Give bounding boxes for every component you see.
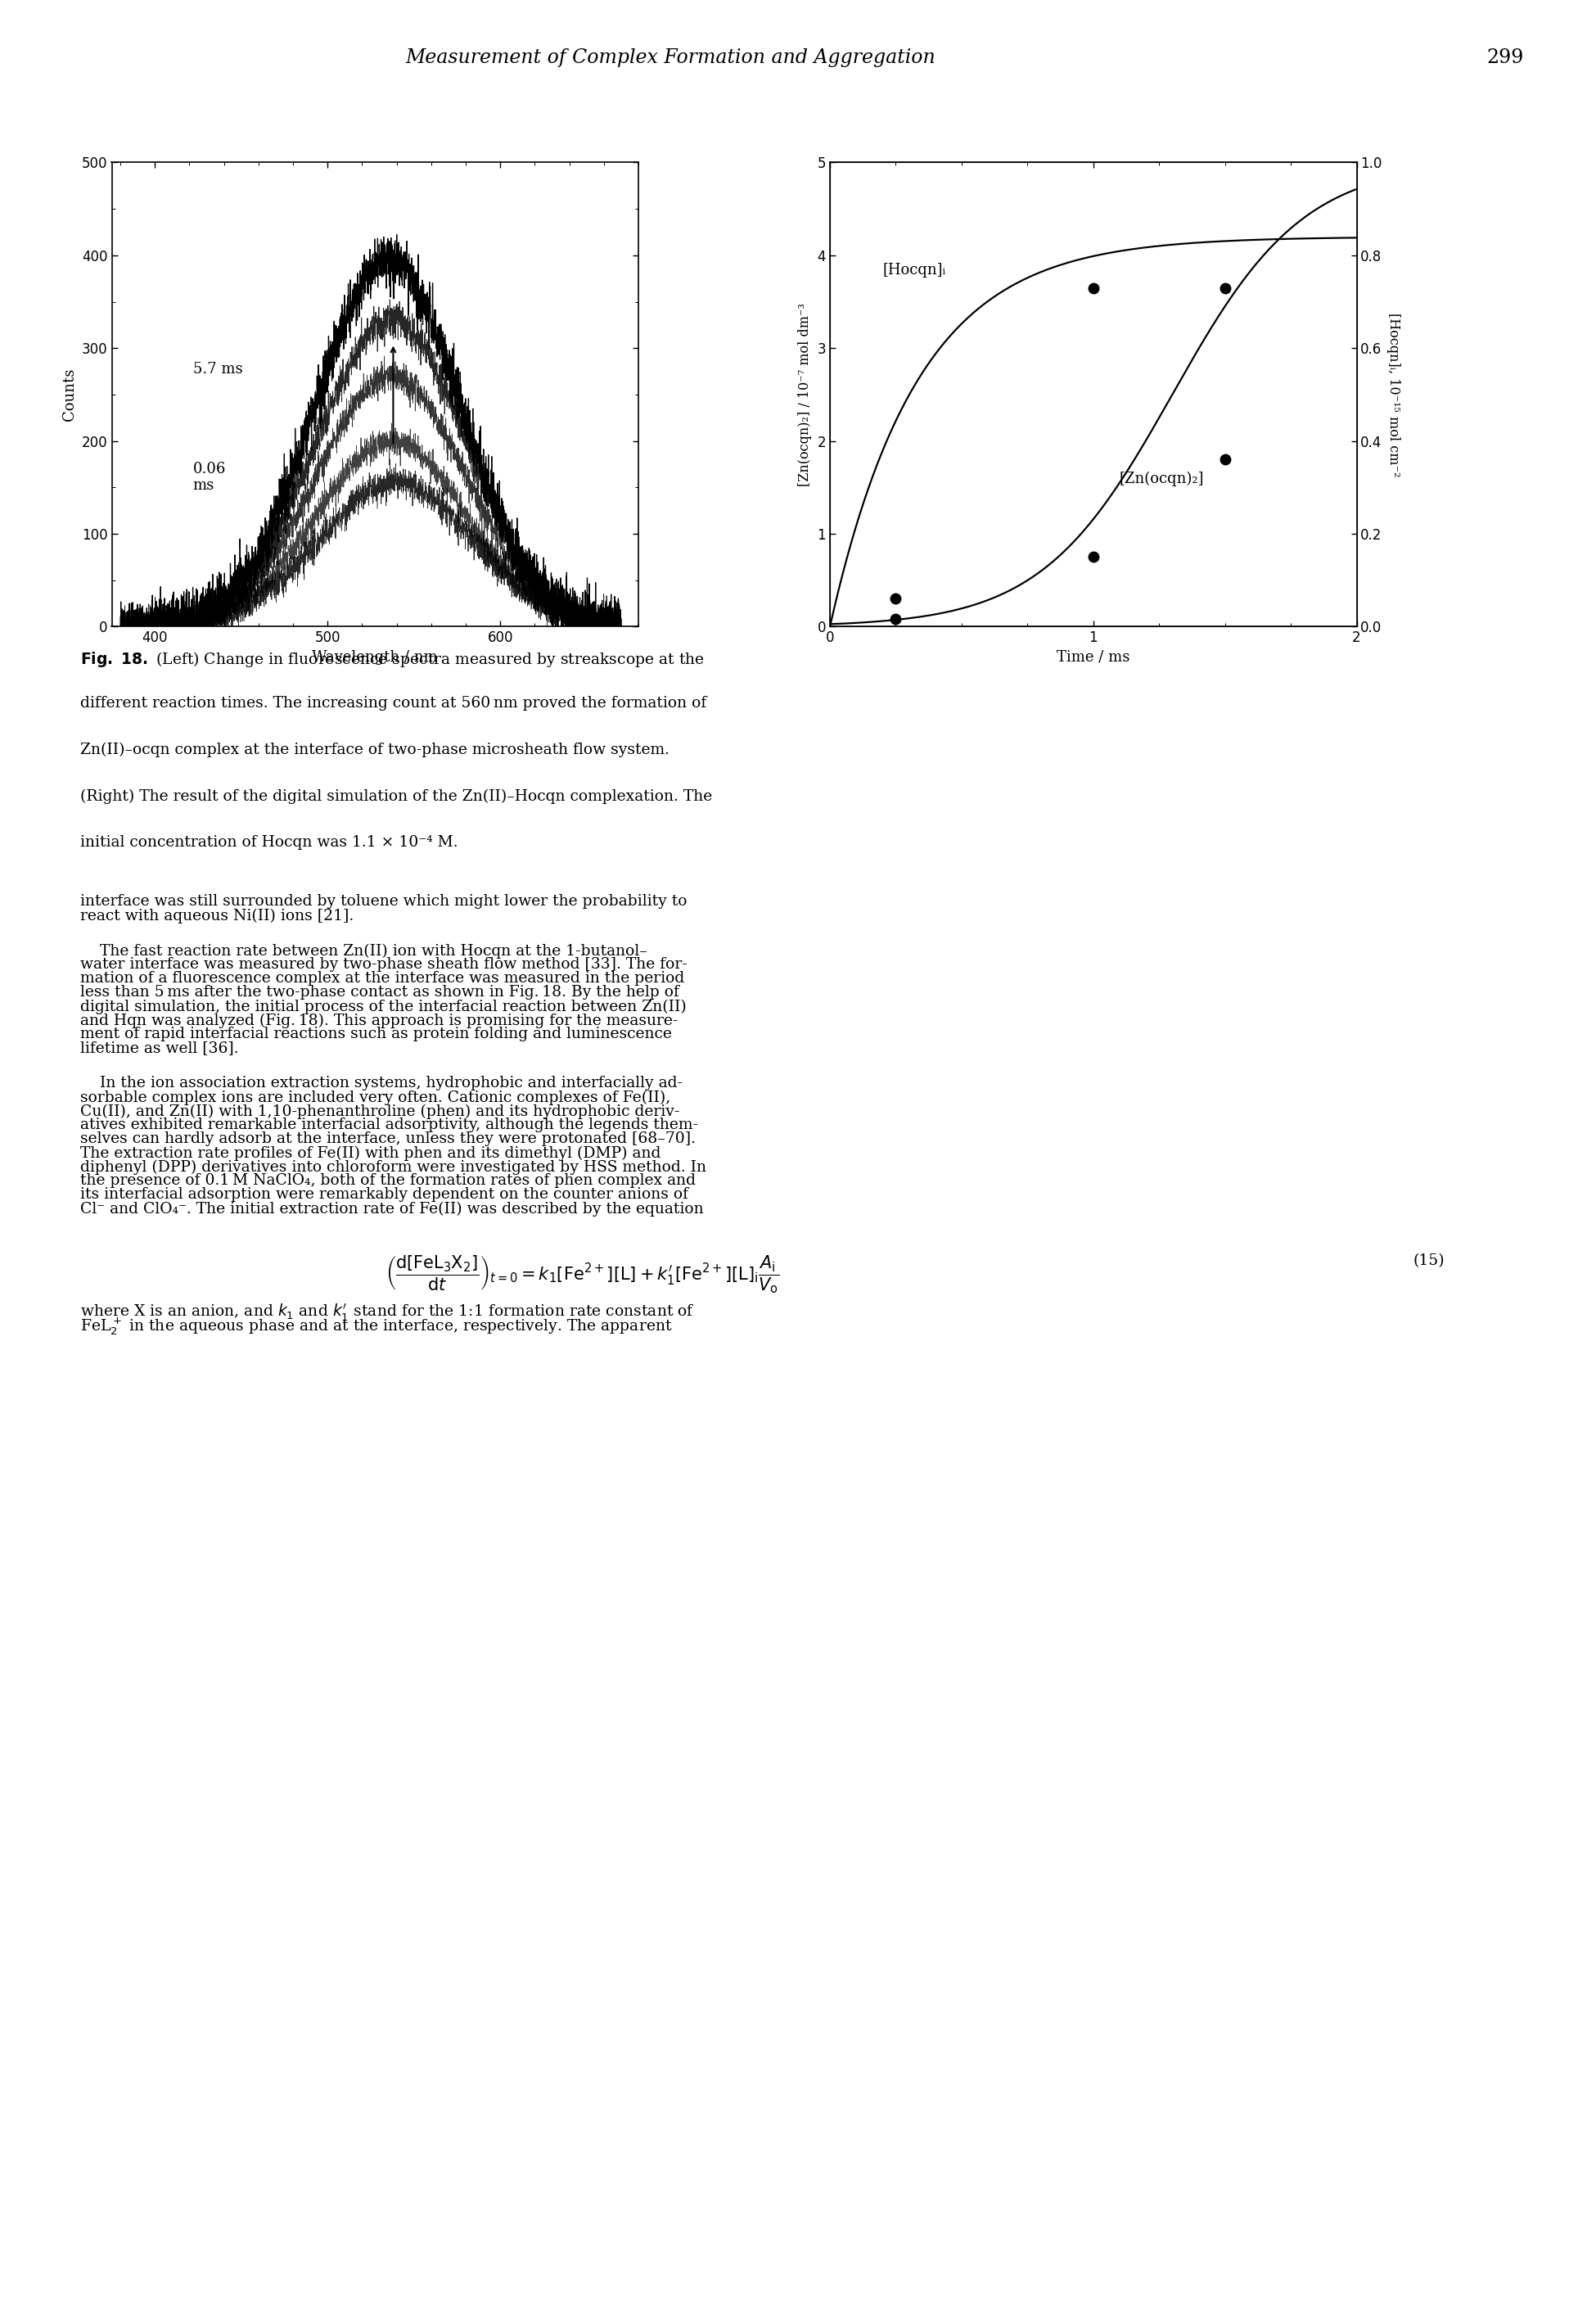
Text: where X is an anion, and $k_1$ and $k_1'$ stand for the 1:1 formation rate const: where X is an anion, and $k_1$ and $k_1'… [80,1302,694,1323]
X-axis label: Wavelength / nm: Wavelength / nm [313,650,437,664]
Text: atives exhibited remarkable interfacial adsorptivity, although the legends them-: atives exhibited remarkable interfacial … [80,1119,697,1133]
Text: mation of a fluorescence complex at the interface was measured in the period: mation of a fluorescence complex at the … [80,972,685,986]
Text: 0.06
ms: 0.06 ms [193,462,227,492]
Text: diphenyl (DPP) derivatives into chloroform were investigated by HSS method. In: diphenyl (DPP) derivatives into chlorofo… [80,1160,705,1174]
Text: The fast reaction rate between Zn(II) ion with Hocqn at the 1-butanol–: The fast reaction rate between Zn(II) io… [80,945,646,959]
Text: Cl⁻ and ClO₄⁻. The initial extraction rate of Fe(II) was described by the equati: Cl⁻ and ClO₄⁻. The initial extraction ra… [80,1202,704,1216]
Text: sorbable complex ions are included very often. Cationic complexes of Fe(II),: sorbable complex ions are included very … [80,1091,670,1105]
Text: ment of rapid interfacial reactions such as protein folding and luminescence: ment of rapid interfacial reactions such… [80,1026,672,1042]
Text: water interface was measured by two-phase sheath flow method [33]. The for-: water interface was measured by two-phas… [80,959,686,972]
Text: FeL$_2^+$ in the aqueous phase and at the interface, respectively. The apparent: FeL$_2^+$ in the aqueous phase and at th… [80,1316,672,1337]
Text: $\left(\dfrac{\mathrm{d[FeL_3X_2]}}{\mathrm{d}t}\right)_{t=0}= k_1[\mathrm{Fe^{2: $\left(\dfrac{\mathrm{d[FeL_3X_2]}}{\mat… [386,1253,779,1295]
Text: Measurement of Complex Formation and Aggregation: Measurement of Complex Formation and Agg… [405,49,935,67]
X-axis label: Time / ms: Time / ms [1057,650,1130,664]
Text: 5.7 ms: 5.7 ms [193,362,243,376]
Text: [Zn(ocqn)₂]: [Zn(ocqn)₂] [1120,471,1205,485]
Text: In the ion association extraction systems, hydrophobic and interfacially ad-: In the ion association extraction system… [80,1077,681,1091]
Text: interface was still surrounded by toluene which might lower the probability to: interface was still surrounded by toluen… [80,894,686,910]
Text: less than 5 ms after the two-phase contact as shown in Fig. 18. By the help of: less than 5 ms after the two-phase conta… [80,986,678,1000]
Text: lifetime as well [36].: lifetime as well [36]. [80,1040,238,1056]
Text: $\mathbf{Fig.\ 18.}$ (Left) Change in fluorescence spectra measured by streaksco: $\mathbf{Fig.\ 18.}$ (Left) Change in fl… [80,650,704,668]
Text: digital simulation, the initial process of the interfacial reaction between Zn(I: digital simulation, the initial process … [80,1000,686,1014]
Text: react with aqueous Ni(II) ions [21].: react with aqueous Ni(II) ions [21]. [80,908,353,924]
Text: selves can hardly adsorb at the interface, unless they were protonated [68–70].: selves can hardly adsorb at the interfac… [80,1133,696,1147]
Text: different reaction times. The increasing count at 560 nm proved the formation of: different reaction times. The increasing… [80,696,705,710]
Text: 299: 299 [1487,49,1524,67]
Y-axis label: [Zn(ocqn)₂] / 10⁻⁷ mol dm⁻³: [Zn(ocqn)₂] / 10⁻⁷ mol dm⁻³ [798,302,811,487]
Text: the presence of 0.1 M NaClO₄, both of the formation rates of phen complex and: the presence of 0.1 M NaClO₄, both of th… [80,1174,696,1188]
Text: initial concentration of Hocqn was 1.1 × 10⁻⁴ M.: initial concentration of Hocqn was 1.1 ×… [80,836,458,849]
Text: [Hocqn]ᵢ: [Hocqn]ᵢ [883,262,946,276]
Y-axis label: [Hocqn]ᵢ, 10⁻¹⁵ mol cm⁻²: [Hocqn]ᵢ, 10⁻¹⁵ mol cm⁻² [1387,313,1400,476]
Text: The extraction rate profiles of Fe(II) with phen and its dimethyl (DMP) and: The extraction rate profiles of Fe(II) w… [80,1147,661,1160]
Text: its interfacial adsorption were remarkably dependent on the counter anions of: its interfacial adsorption were remarkab… [80,1188,688,1202]
Text: Zn(II)–ocqn complex at the interface of two-phase microsheath flow system.: Zn(II)–ocqn complex at the interface of … [80,743,669,757]
Text: (Right) The result of the digital simulation of the Zn(II)–Hocqn complexation. T: (Right) The result of the digital simula… [80,789,712,803]
Text: and Hqn was analyzed (Fig. 18). This approach is promising for the measure-: and Hqn was analyzed (Fig. 18). This app… [80,1012,678,1028]
Text: (15): (15) [1412,1253,1444,1267]
Text: Cu(II), and Zn(II) with 1,10-phenanthroline (phen) and its hydrophobic deriv-: Cu(II), and Zn(II) with 1,10-phenanthrol… [80,1105,680,1119]
Y-axis label: Counts: Counts [62,369,77,420]
